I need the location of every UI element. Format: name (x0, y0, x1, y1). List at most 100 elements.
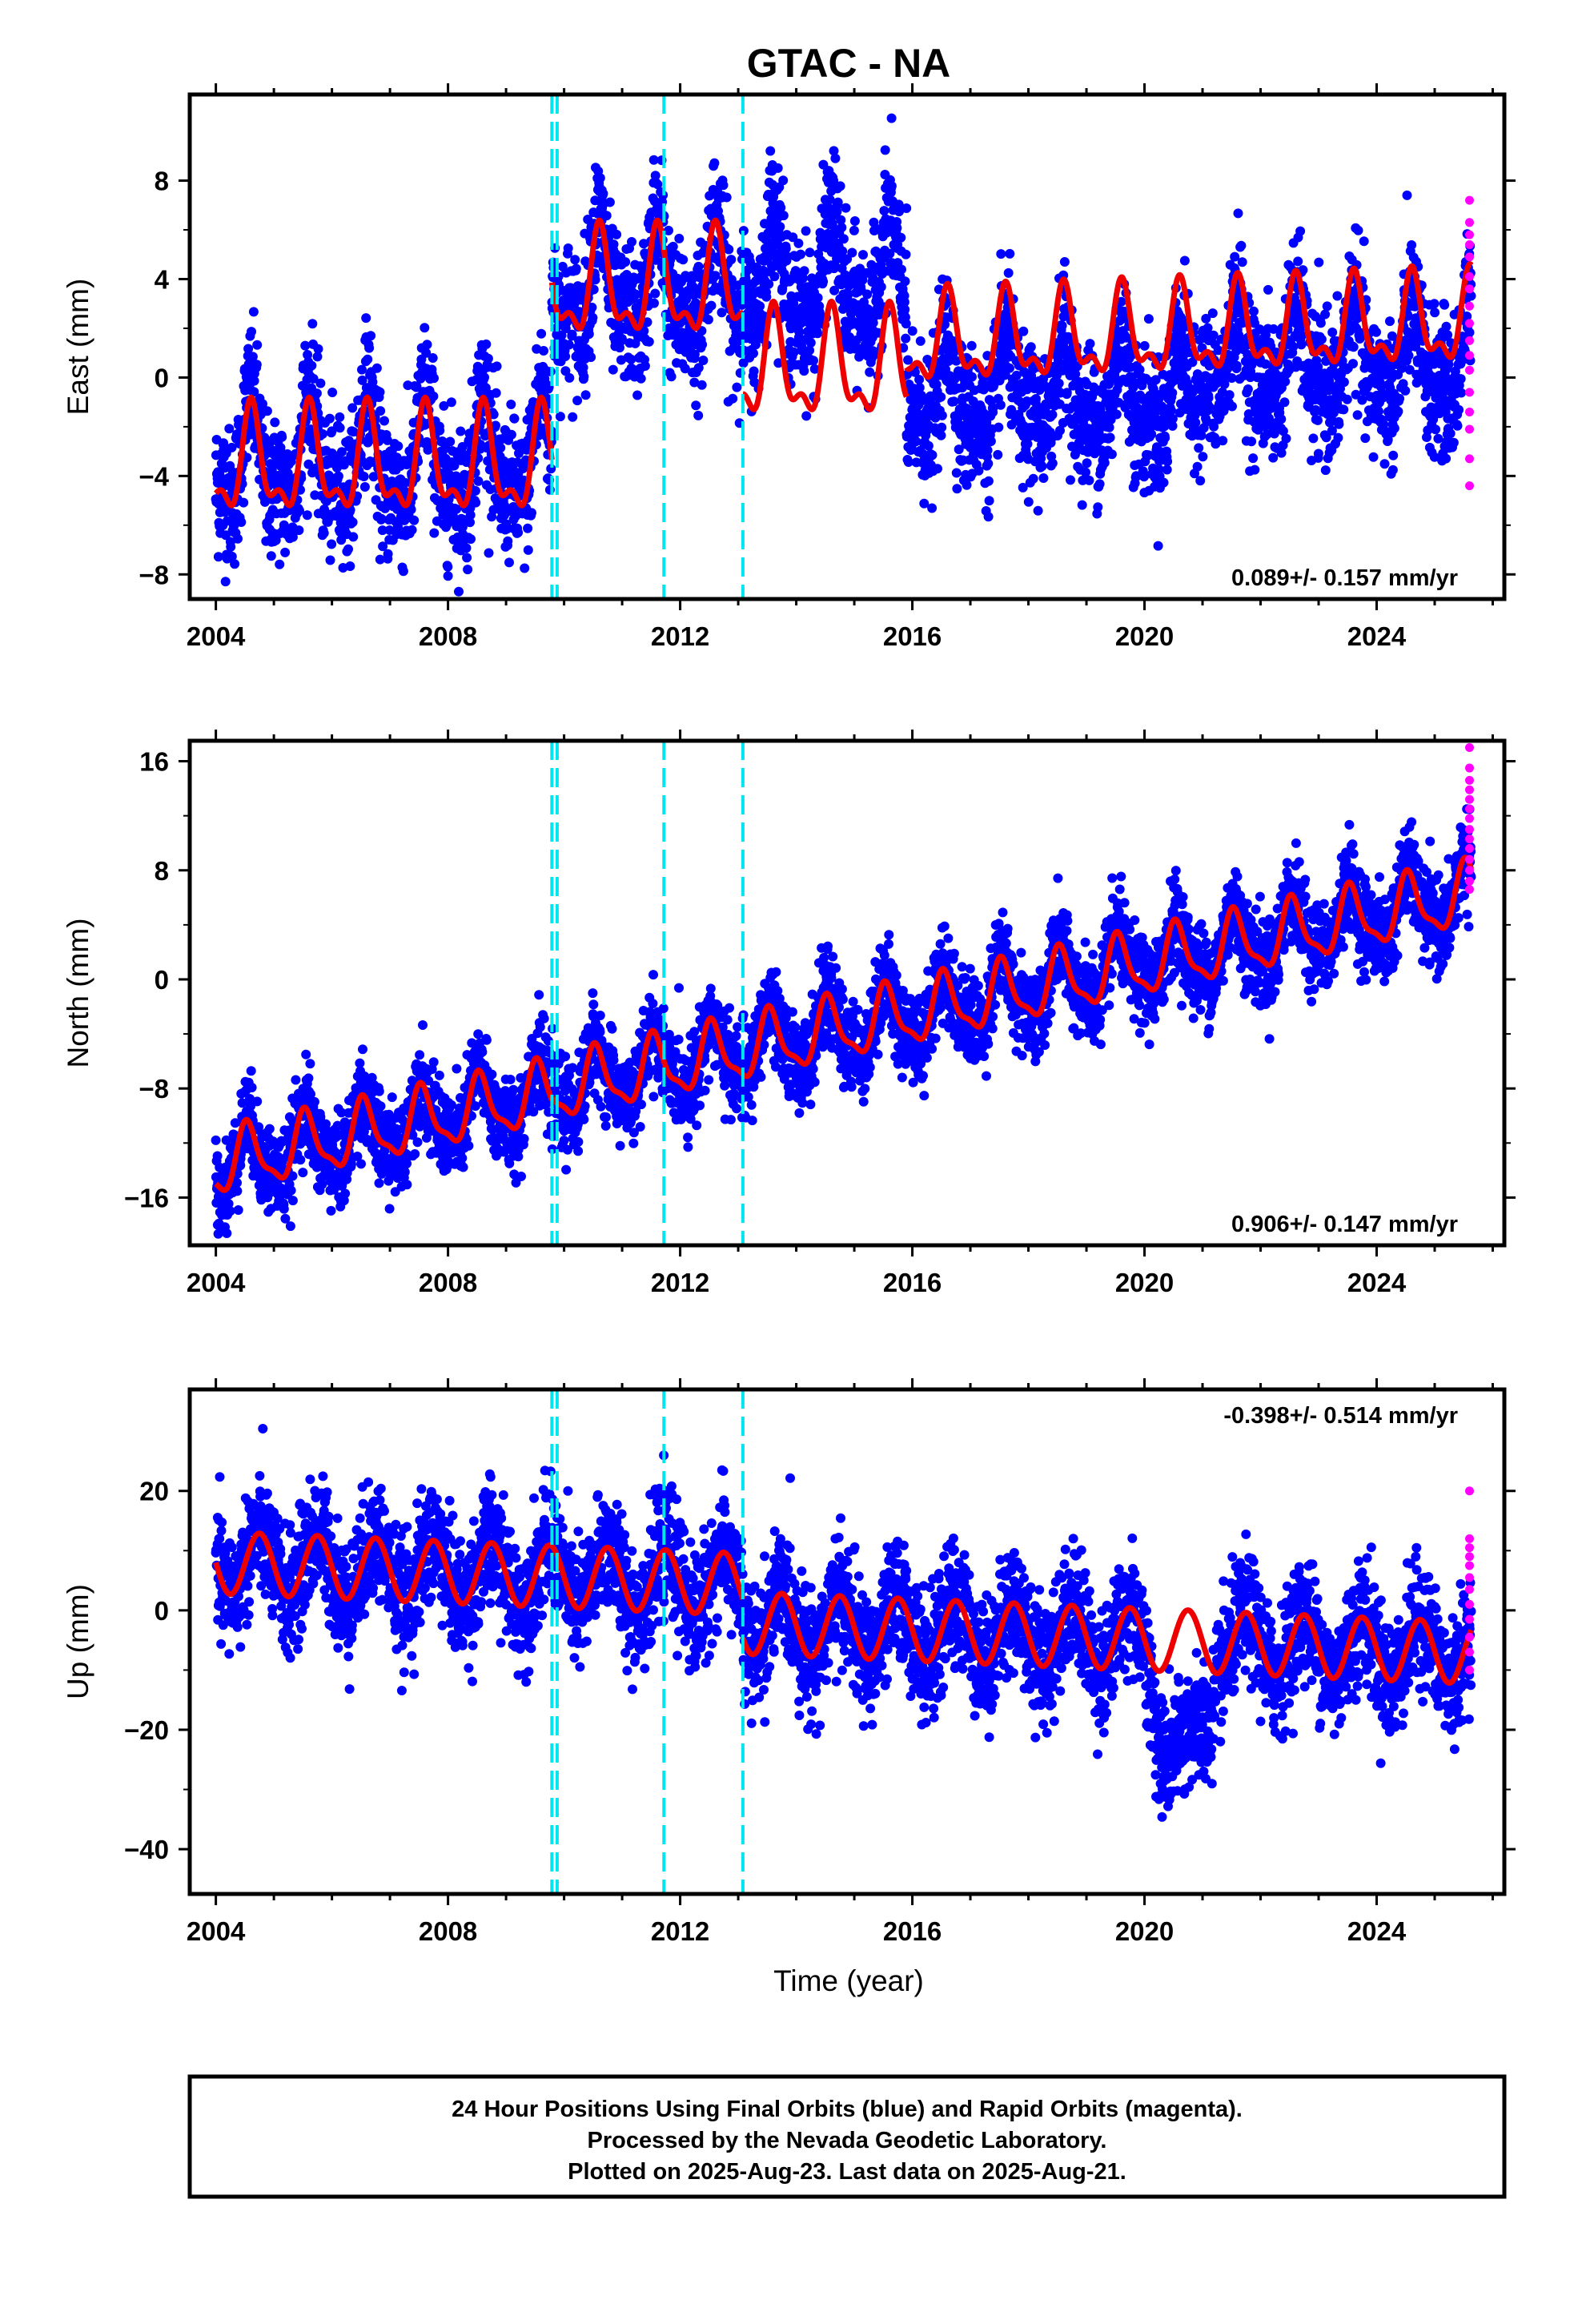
up-final-points (211, 1424, 1476, 1822)
caption-line-3: Plotted on 2025-Aug-23. Last data on 202… (568, 2159, 1126, 2185)
north-y-axis-label: North (mm) (62, 918, 94, 1068)
rapid-orbit-point-10 (1465, 1632, 1475, 1642)
east-model-fit (213, 217, 1474, 509)
up-discontinuity-lines (550, 1389, 745, 1894)
up-y-axis-label: Up (mm) (62, 1584, 94, 1699)
rapid-orbit-point-2 (1465, 763, 1475, 773)
rapid-orbit-point-2 (1465, 1534, 1475, 1543)
x-tick-label: 2024 (1347, 621, 1407, 651)
rapid-orbit-point-9 (1465, 319, 1475, 328)
east-x-axis: 2004 2008 2012 2016 2020 2024 (187, 83, 1495, 651)
x-tick-label: 2020 (1115, 1916, 1174, 1946)
y-tick-label: 16 (139, 747, 169, 777)
y-tick-label: 20 (139, 1477, 169, 1506)
rapid-orbit-point-8 (1465, 301, 1475, 311)
x-tick-label: 2020 (1115, 1268, 1174, 1297)
rapid-orbit-point-9 (1465, 1614, 1475, 1624)
rapid-orbit-point-13 (1465, 388, 1475, 397)
model-fit-segment-3 (741, 299, 909, 412)
up-model-fit (213, 1530, 1474, 1686)
up-rapid-points (1465, 1486, 1475, 1675)
y-tick-label: 0 (155, 965, 169, 995)
y-tick-label: 0 (155, 363, 169, 392)
y-tick-label: −4 (139, 461, 169, 491)
rapid-orbit-point-2 (1465, 218, 1475, 227)
model-fit-segment-1 (213, 1055, 555, 1193)
rapid-orbit-point-17 (1465, 481, 1475, 491)
rapid-orbit-point-5 (1465, 794, 1475, 804)
east-rapid-points (1465, 195, 1475, 491)
caption-line-2: Processed by the Nevada Geodetic Laborat… (588, 2128, 1107, 2153)
east-discontinuity-lines (550, 94, 745, 599)
rapid-orbit-point-1 (1465, 743, 1475, 753)
rapid-orbit-point-3 (1465, 230, 1475, 239)
rapid-orbit-point-13 (1465, 876, 1475, 886)
rapid-orbit-point-1 (1465, 1486, 1475, 1496)
model-fit-segment-2 (740, 1590, 1474, 1686)
chart-title: GTAC - NA (747, 41, 951, 86)
rapid-orbit-point-4 (1465, 239, 1475, 249)
rapid-orbit-point-15 (1465, 424, 1475, 434)
model-fit-segment-1 (213, 1530, 746, 1616)
caption-line-1: 24 Hour Positions Using Final Orbits (bl… (452, 2097, 1243, 2122)
x-tick-label: 2020 (1115, 621, 1174, 651)
y-tick-label: 8 (155, 167, 169, 196)
rapid-orbit-point-5 (1465, 1561, 1475, 1570)
x-tick-label: 2016 (883, 1268, 942, 1297)
caption-box: 24 Hour Positions Using Final Orbits (bl… (187, 2074, 1507, 2199)
final-orbit-points (211, 1424, 1476, 1822)
north-model-fit (213, 854, 1475, 1193)
east-final-points (211, 113, 1476, 597)
north-rapid-points (1465, 743, 1475, 895)
rapid-orbit-point-4 (1465, 1552, 1475, 1562)
rapid-orbit-point-7 (1465, 1585, 1475, 1594)
final-orbit-points (211, 113, 1476, 597)
x-tick-label: 2008 (419, 1916, 477, 1946)
up-plot-frame (187, 1387, 1507, 1896)
y-tick-label: 0 (155, 1596, 169, 1626)
x-tick-label: 2004 (187, 1268, 246, 1297)
model-fit-segment-2 (548, 217, 745, 332)
north-rate-label: 0.906+/- 0.147 mm/yr (1231, 1212, 1458, 1237)
y-tick-label: −8 (139, 560, 169, 589)
rapid-orbit-point-14 (1465, 407, 1475, 416)
rapid-orbit-point-11 (1465, 351, 1475, 360)
rapid-orbit-point-4 (1465, 785, 1475, 794)
rapid-orbit-point-3 (1465, 1543, 1475, 1553)
rapid-orbit-point-7 (1465, 284, 1475, 294)
x-tick-label: 2008 (419, 621, 477, 651)
x-tick-label: 2012 (651, 1916, 709, 1946)
caption-frame (187, 2074, 1507, 2199)
x-tick-label: 2012 (651, 621, 709, 651)
y-tick-label: −8 (139, 1074, 169, 1104)
rapid-orbit-point-8 (1465, 1599, 1475, 1609)
x-tick-label: 2024 (1347, 1916, 1407, 1946)
x-tick-label: 2012 (651, 1268, 709, 1297)
rapid-orbit-point-6 (1465, 804, 1475, 814)
x-tick-label: 2024 (1347, 1268, 1407, 1297)
north-final-points (211, 804, 1476, 1239)
east-plot-frame (187, 92, 1507, 601)
rapid-orbit-point-8 (1465, 825, 1475, 834)
final-orbit-points (211, 804, 1476, 1239)
rapid-orbit-point-16 (1465, 454, 1475, 464)
rapid-orbit-point-3 (1465, 775, 1475, 785)
y-tick-label: 4 (155, 264, 170, 294)
rapid-orbit-point-5 (1465, 252, 1475, 262)
rapid-orbit-point-6 (1465, 271, 1475, 281)
rapid-orbit-point-1 (1465, 195, 1475, 205)
rapid-orbit-point-9 (1465, 834, 1475, 844)
north-plot-frame (187, 738, 1507, 1248)
model-fit-segment-2 (549, 854, 1475, 1116)
x-tick-label: 2004 (187, 1916, 246, 1946)
rapid-orbit-point-11 (1465, 854, 1475, 864)
up-rate-label: -0.398+/- 0.514 mm/yr (1223, 1403, 1458, 1429)
rapid-orbit-point-12 (1465, 1665, 1475, 1675)
x-tick-label: 2004 (187, 621, 246, 651)
north-discontinuity-lines (550, 741, 745, 1245)
north-panel: −16 −8 0 8 16 2004 2008 2012 2016 2020 2024 North… (62, 730, 1516, 1297)
rapid-orbit-point-7 (1465, 814, 1475, 823)
east-y-axis: −8 −4 0 4 8 (139, 167, 1516, 589)
rapid-orbit-point-14 (1465, 885, 1475, 895)
